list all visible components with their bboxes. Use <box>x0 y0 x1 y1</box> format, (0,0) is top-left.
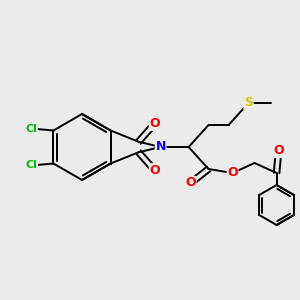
Text: O: O <box>273 145 284 158</box>
Text: O: O <box>149 117 160 130</box>
Text: N: N <box>155 140 166 154</box>
Text: Cl: Cl <box>26 160 38 170</box>
Text: O: O <box>227 167 238 179</box>
Text: Cl: Cl <box>26 124 38 134</box>
Text: O: O <box>149 164 160 177</box>
Text: O: O <box>185 176 196 190</box>
Text: S: S <box>244 97 253 110</box>
